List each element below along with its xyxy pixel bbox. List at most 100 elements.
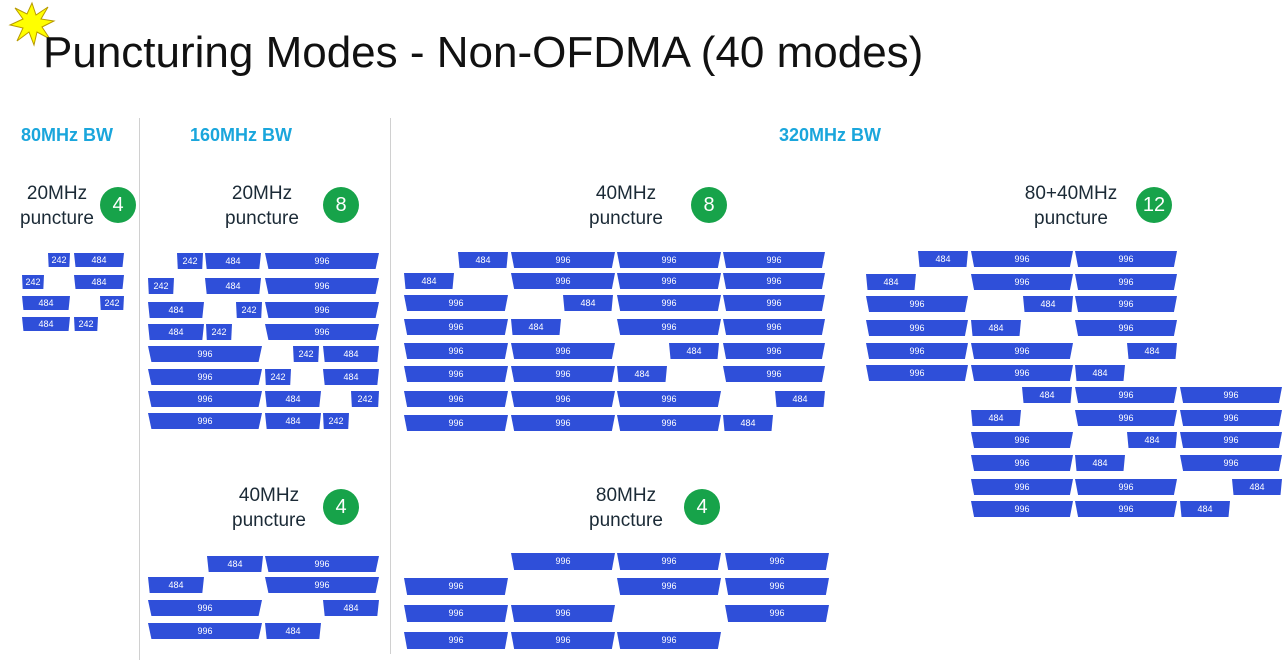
- group-label-line1: 40MHz: [238, 485, 300, 506]
- ru-block-242: 242: [323, 413, 349, 429]
- ru-block-996: 996: [617, 319, 721, 335]
- ru-block-996: 996: [148, 413, 262, 429]
- ru-block-242: 242: [265, 369, 291, 385]
- ru-block-996: 996: [723, 319, 825, 335]
- ru-block-996: 996: [148, 623, 262, 639]
- ru-block-484: 484: [775, 391, 825, 407]
- ru-block-242: 242: [177, 253, 203, 269]
- ru-block-996: 996: [617, 632, 721, 649]
- mode-count-badge: 4: [684, 489, 720, 525]
- bw-header-80: 80MHz BW: [21, 125, 114, 145]
- ru-block-996: 996: [617, 252, 721, 268]
- ru-block-484: 484: [1075, 365, 1125, 381]
- ru-block-484: 484: [148, 577, 204, 593]
- ru-block-484: 484: [265, 391, 321, 407]
- ru-block-996: 996: [1180, 387, 1282, 403]
- ru-block-996: 996: [617, 273, 721, 289]
- ru-block-996: 996: [404, 415, 508, 431]
- group-label-160-20: 20MHz puncture: [215, 181, 309, 231]
- group-label-line2: puncture: [589, 510, 663, 531]
- mode-count-badge: 4: [100, 187, 136, 223]
- ru-block-484: 484: [265, 413, 321, 429]
- mode-count-badge: 8: [691, 187, 727, 223]
- ru-block-996: 996: [617, 553, 721, 570]
- ru-block-996: 996: [1075, 251, 1177, 267]
- ru-block-242: 242: [100, 296, 124, 310]
- ru-block-996: 996: [971, 251, 1073, 267]
- ru-block-484: 484: [205, 253, 261, 269]
- ru-block-484: 484: [1180, 501, 1230, 517]
- ru-block-242: 242: [74, 317, 98, 331]
- group-label-line2: puncture: [20, 208, 94, 229]
- ru-block-484: 484: [148, 324, 204, 340]
- ru-block-996: 996: [971, 365, 1073, 381]
- ru-block-996: 996: [404, 343, 508, 359]
- ru-block-996: 996: [404, 391, 508, 407]
- ru-block-996: 996: [511, 273, 615, 289]
- ru-block-484: 484: [1127, 432, 1177, 448]
- ru-block-996: 996: [723, 252, 825, 268]
- ru-block-996: 996: [1075, 320, 1177, 336]
- ru-block-996: 996: [511, 605, 615, 622]
- ru-block-996: 996: [1180, 432, 1282, 448]
- ru-block-996: 996: [404, 319, 508, 335]
- group-label-80-20: 20MHz puncture: [10, 181, 104, 231]
- ru-block-484: 484: [205, 278, 261, 294]
- ru-block-484: 484: [323, 600, 379, 616]
- ru-block-996: 996: [723, 366, 825, 382]
- ru-block-996: 996: [404, 578, 508, 595]
- ru-block-996: 996: [725, 553, 829, 570]
- ru-block-996: 996: [265, 253, 379, 269]
- bw-header-320: 320MHz BW: [779, 125, 882, 145]
- ru-block-996: 996: [404, 366, 508, 382]
- star-burst-icon: [8, 1, 56, 47]
- mode-count-badge: 4: [323, 489, 359, 525]
- divider-80-160: [139, 118, 140, 660]
- ru-block-996: 996: [725, 605, 829, 622]
- ru-block-996: 996: [1075, 387, 1177, 403]
- ru-block-242: 242: [148, 278, 174, 294]
- ru-block-484: 484: [323, 369, 379, 385]
- ru-block-996: 996: [1075, 296, 1177, 312]
- group-label-line2: puncture: [1034, 208, 1108, 229]
- ru-block-484: 484: [404, 273, 454, 289]
- ru-block-996: 996: [971, 455, 1073, 471]
- ru-block-242: 242: [48, 253, 70, 267]
- ru-block-996: 996: [971, 432, 1073, 448]
- mode-count-badge: 8: [323, 187, 359, 223]
- ru-block-996: 996: [404, 605, 508, 622]
- ru-block-996: 996: [265, 302, 379, 318]
- ru-block-484: 484: [22, 296, 70, 310]
- ru-block-996: 996: [1075, 410, 1177, 426]
- ru-block-996: 996: [265, 278, 379, 294]
- ru-block-996: 996: [1075, 274, 1177, 290]
- group-label-320-80: 80MHz puncture: [579, 483, 673, 533]
- ru-block-242: 242: [206, 324, 232, 340]
- ru-block-996: 996: [511, 343, 615, 359]
- ru-block-996: 996: [511, 415, 615, 431]
- ru-block-484: 484: [148, 302, 204, 318]
- ru-block-484: 484: [669, 343, 719, 359]
- page-title: Puncturing Modes - Non-OFDMA (40 modes): [43, 28, 924, 77]
- ru-block-996: 996: [971, 501, 1073, 517]
- ru-block-996: 996: [723, 295, 825, 311]
- group-label-line1: 20MHz: [231, 183, 293, 204]
- ru-block-996: 996: [971, 479, 1073, 495]
- group-label-line1: 80MHz: [595, 485, 657, 506]
- group-label-line2: puncture: [589, 208, 663, 229]
- ru-block-996: 996: [725, 578, 829, 595]
- ru-block-484: 484: [1075, 455, 1125, 471]
- ru-block-484: 484: [918, 251, 968, 267]
- ru-block-996: 996: [1180, 410, 1282, 426]
- ru-block-484: 484: [207, 556, 263, 572]
- ru-block-484: 484: [563, 295, 613, 311]
- ru-block-996: 996: [971, 343, 1073, 359]
- mode-count-badge: 12: [1136, 187, 1172, 223]
- ru-block-996: 996: [617, 391, 721, 407]
- ru-block-996: 996: [148, 600, 262, 616]
- ru-block-996: 996: [1075, 479, 1177, 495]
- ru-block-996: 996: [404, 295, 508, 311]
- group-label-line1: 40MHz: [595, 183, 657, 204]
- ru-block-484: 484: [1127, 343, 1177, 359]
- ru-block-242: 242: [293, 346, 319, 362]
